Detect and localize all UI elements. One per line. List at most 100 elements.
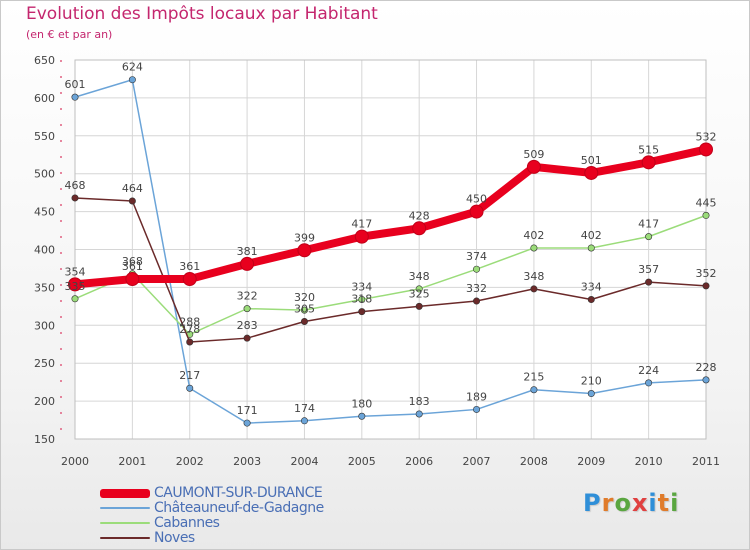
data-point (300, 417, 308, 425)
data-point (240, 256, 255, 271)
series-line (74, 197, 707, 343)
y-tick-label: 400 (34, 244, 55, 257)
data-point (68, 277, 82, 292)
data-label: 174 (294, 402, 315, 415)
data-label: 402 (581, 229, 602, 242)
data-label: 180 (351, 397, 372, 410)
data-label: 325 (409, 287, 430, 300)
y-tick-label: 650 (34, 54, 55, 67)
legend-item-caumont[interactable]: CAUMONT-SUR-DURANCE (100, 485, 323, 501)
data-point (473, 405, 481, 413)
x-tick-label: 2005 (348, 455, 376, 468)
legend-label: Noves (154, 530, 195, 546)
legend-label: CAUMONT-SUR-DURANCE (154, 485, 323, 501)
data-label: 515 (638, 143, 659, 156)
legend-item-cabannes[interactable]: Cabannes (100, 515, 220, 531)
data-label: 171 (237, 404, 258, 417)
data-label: 278 (179, 323, 200, 336)
data-label: 189 (466, 390, 487, 403)
legend-swatch (100, 522, 150, 524)
data-label: 428 (409, 209, 430, 222)
data-point (358, 296, 366, 304)
legend-label: Cabannes (154, 515, 220, 531)
data-point (645, 379, 653, 387)
data-label: 501 (581, 154, 602, 167)
data-label: 381 (237, 245, 258, 258)
proxiti-logo: Proxiti (583, 489, 680, 517)
data-label: 348 (409, 270, 430, 283)
data-label: 361 (122, 260, 143, 273)
y-tick-label: 200 (34, 395, 55, 408)
data-label: 334 (581, 281, 602, 294)
data-point (354, 229, 369, 244)
data-label: 352 (696, 267, 717, 280)
data-label: 402 (523, 229, 544, 242)
data-label: 532 (696, 130, 717, 143)
data-point (71, 93, 79, 101)
data-point (128, 76, 136, 84)
x-tick-label: 2007 (463, 455, 491, 468)
data-label: 417 (351, 218, 372, 231)
data-label: 348 (523, 270, 544, 283)
x-tick-label: 2003 (233, 455, 261, 468)
x-tick-label: 2002 (176, 455, 204, 468)
y-tick-label: 350 (34, 281, 55, 294)
x-tick-label: 2009 (577, 455, 605, 468)
data-point (182, 272, 197, 287)
data-point (415, 410, 423, 418)
y-tick-label: 550 (34, 130, 55, 143)
data-point (71, 295, 79, 303)
data-label: 283 (237, 319, 258, 332)
data-label: 509 (523, 148, 544, 161)
data-label: 183 (409, 395, 430, 408)
line-chart: 150 200 250 300 350 400 450 500 550 600 650 2000 200… (34, 54, 720, 468)
data-point (128, 197, 136, 205)
x-tick-label: 2011 (692, 455, 720, 468)
data-point (469, 204, 484, 219)
data-point (702, 282, 710, 290)
data-label: 318 (351, 293, 372, 306)
data-point (587, 296, 595, 304)
data-label: 217 (179, 369, 200, 382)
x-tick-label: 2001 (118, 455, 146, 468)
data-point (300, 306, 308, 314)
data-point (641, 155, 656, 170)
data-point (186, 338, 194, 346)
data-point (71, 194, 79, 202)
data-label: 624 (122, 61, 143, 74)
data-label: 368 (122, 255, 143, 268)
data-label: 332 (466, 282, 487, 295)
y-tick-label: 250 (34, 357, 55, 370)
data-point (300, 318, 308, 326)
legend-swatch (100, 537, 150, 539)
x-tick-label: 2006 (405, 455, 433, 468)
data-point (415, 302, 423, 310)
y-tick-label: 500 (34, 168, 55, 181)
data-point (530, 244, 538, 252)
data-label: 601 (65, 78, 86, 91)
data-label: 224 (638, 364, 659, 377)
legend-swatch (100, 507, 150, 509)
legend-swatch (100, 488, 150, 498)
data-label: 399 (294, 231, 315, 244)
data-point (125, 272, 140, 287)
legend-item-chateauneuf[interactable]: Châteauneuf-de-Gadagne (100, 500, 324, 516)
x-tick-label: 2004 (290, 455, 318, 468)
data-label: 450 (466, 193, 487, 206)
data-point (587, 244, 595, 252)
data-label: 417 (638, 218, 659, 231)
series-line (74, 78, 707, 424)
data-label: 215 (523, 371, 544, 384)
data-point (412, 221, 427, 236)
data-label: 445 (696, 196, 717, 209)
data-point (530, 285, 538, 293)
legend-item-noves[interactable]: Noves (100, 530, 195, 546)
data-point (587, 390, 595, 398)
data-point (297, 243, 312, 258)
x-tick-label: 2008 (520, 455, 548, 468)
data-label: 228 (696, 361, 717, 374)
series-line (74, 214, 707, 336)
data-point (526, 159, 541, 174)
series-line (71, 145, 710, 289)
data-point (358, 412, 366, 420)
